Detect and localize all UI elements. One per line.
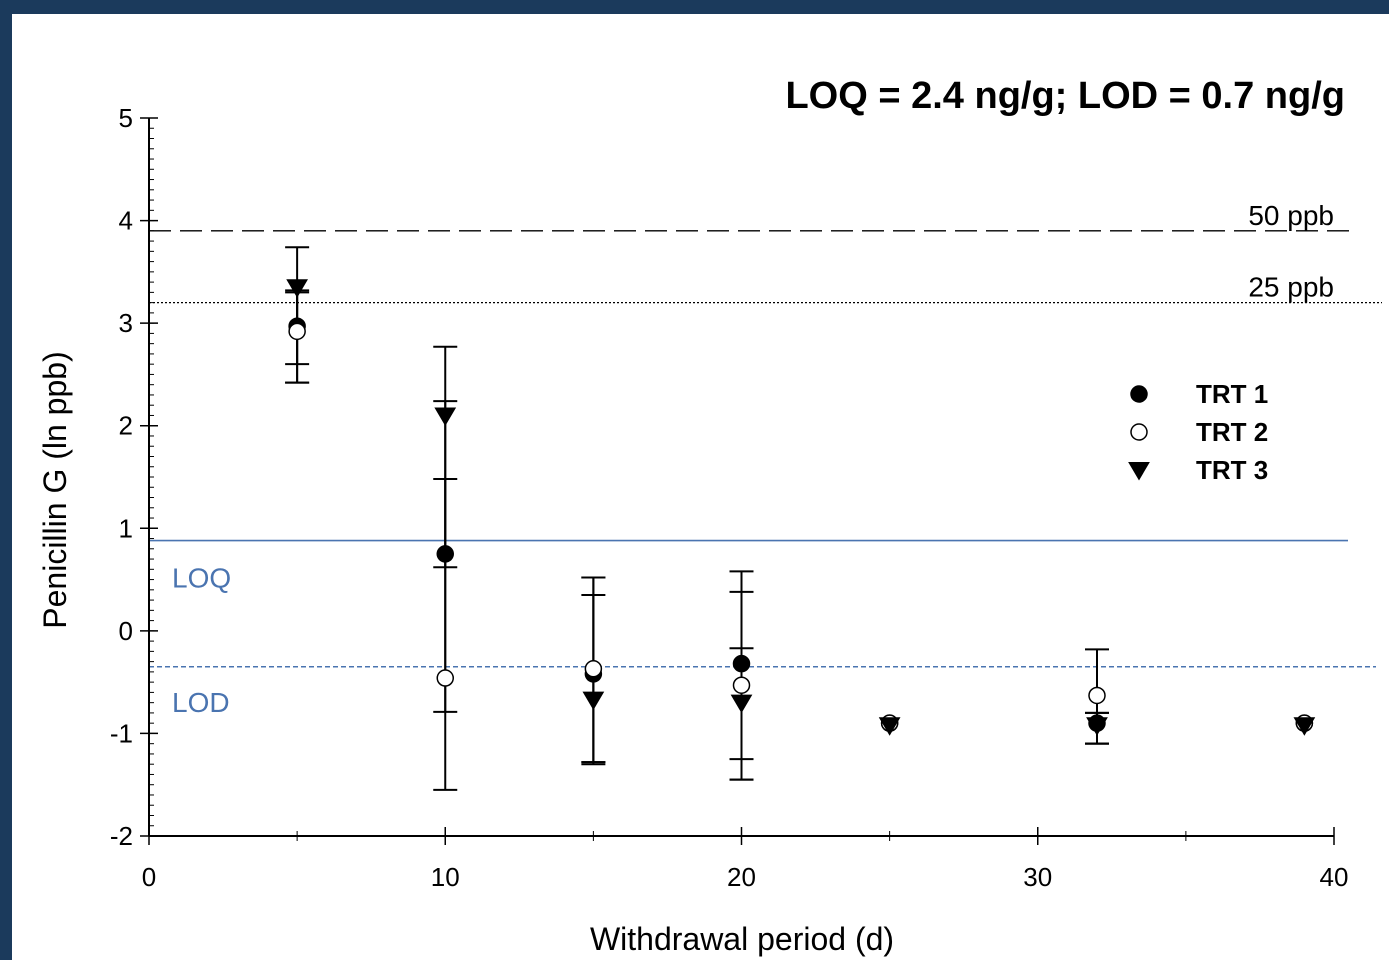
point-trt3	[1086, 717, 1108, 736]
reference-lines: 50 ppb 25 ppb LOQ LOD	[149, 200, 1382, 718]
y-axis-title: Penicillin G (ln ppb)	[37, 351, 73, 628]
legend-marker-trt1	[1130, 385, 1148, 403]
chart-title: LOQ = 2.4 ng/g; LOD = 0.7 ng/g	[785, 75, 1345, 117]
point-trt3	[582, 691, 605, 711]
point-trt3	[286, 279, 308, 298]
x-tick-label: 40	[1320, 862, 1349, 892]
point-trt2	[732, 676, 751, 694]
ref-label-3: LOD	[172, 687, 230, 718]
ref-label-2: LOQ	[172, 563, 231, 594]
point-trt1	[436, 545, 454, 563]
penicillin-chart: 50 ppb 25 ppb LOQ LOD -2 -1 0 1 2 3 4 5 0 10 20 30 40 T…	[37, 75, 1382, 957]
point-trt2	[584, 660, 603, 678]
x-tick-label: 0	[142, 862, 156, 892]
y-tick-label: -2	[110, 821, 133, 851]
error-bars	[285, 246, 1109, 791]
data-markers	[286, 279, 1316, 736]
point-trt2	[436, 669, 454, 687]
x-axis-title: Withdrawal period (d)	[590, 921, 894, 957]
ref-label-0: 50 ppb	[1248, 200, 1334, 231]
x-tick-label: 10	[431, 862, 460, 892]
legend-label-trt3: TRT 3	[1196, 455, 1268, 485]
point-trt3	[1293, 717, 1316, 736]
x-tick-label: 30	[1023, 862, 1052, 892]
legend-marker-trt3	[1128, 462, 1150, 481]
point-trt3	[878, 717, 901, 736]
chart-frame: 50 ppb 25 ppb LOQ LOD -2 -1 0 1 2 3 4 5 0 10 20 30 40 T…	[12, 14, 1389, 960]
point-trt2	[1088, 686, 1106, 705]
y-tick-label: 5	[119, 103, 133, 133]
y-tick-label: 4	[119, 206, 133, 236]
legend: TRT 1 TRT 2 TRT 3	[1128, 379, 1268, 485]
y-tick-label: 3	[119, 308, 133, 338]
point-trt1	[732, 654, 751, 673]
y-tick-label: 1	[119, 513, 133, 543]
ref-label-1: 25 ppb	[1248, 272, 1334, 303]
axes: -2 -1 0 1 2 3 4 5 0 10 20 30 40	[110, 103, 1349, 892]
legend-marker-trt2	[1130, 423, 1148, 441]
point-trt3	[434, 407, 457, 426]
x-tick-label: 20	[727, 862, 756, 892]
y-tick-label: -1	[110, 718, 133, 748]
y-tick-label: 2	[119, 411, 133, 441]
legend-label-trt1: TRT 1	[1196, 379, 1268, 409]
point-trt3	[730, 694, 753, 714]
legend-label-trt2: TRT 2	[1196, 417, 1268, 447]
point-trt2	[288, 322, 306, 341]
y-tick-label: 0	[119, 616, 133, 646]
